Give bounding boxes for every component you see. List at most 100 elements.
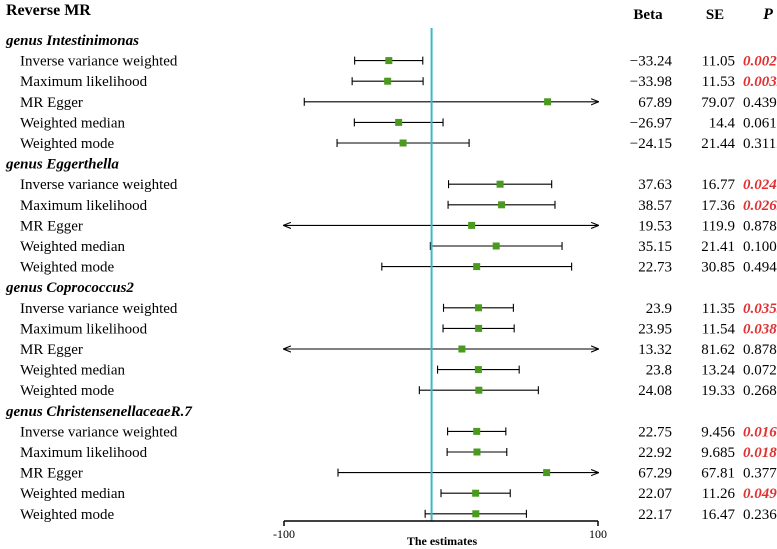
se-value: 13.24 (701, 363, 735, 379)
beta-value: 19.53 (638, 218, 672, 234)
se-value: 9.685 (701, 445, 735, 461)
beta-value: 23.9 (646, 301, 672, 317)
beta-value: 23.95 (638, 321, 672, 337)
method-label: Inverse variance weighted (20, 424, 178, 440)
p-value-significant: 0.0161* (743, 424, 777, 440)
p-value-significant: 0.0380* (743, 321, 777, 337)
p-value-significant: 0.0353* (743, 301, 777, 317)
p-value-significant: 0.0032* (743, 74, 777, 90)
beta-value: 24.08 (638, 383, 672, 399)
group-label: genus Coprococcus2 (5, 280, 134, 296)
point-estimate (474, 366, 482, 374)
x-axis: -100 100 (273, 520, 607, 541)
beta-value: 67.29 (638, 466, 672, 482)
p-value: 0.0722 (743, 363, 777, 379)
method-label: Weighted mode (20, 136, 115, 152)
column-header-se: SE (706, 7, 724, 23)
beta-value: 22.73 (638, 260, 672, 276)
method-label: Maximum likelihood (20, 321, 148, 337)
point-estimate (385, 57, 393, 65)
point-estimate (473, 263, 481, 271)
column-header-beta: Beta (633, 7, 663, 23)
method-label: Weighted mode (20, 383, 115, 399)
p-value-significant: 0.0248* (743, 177, 777, 193)
method-label: Maximum likelihood (20, 445, 148, 461)
se-value: 119.9 (702, 218, 735, 234)
se-value: 19.33 (701, 383, 735, 399)
beta-value: 22.07 (638, 486, 672, 502)
beta-value: −33.98 (630, 74, 672, 90)
p-value: 0.3772 (743, 466, 777, 482)
method-label: Weighted median (20, 486, 126, 502)
se-value: 79.07 (701, 95, 735, 111)
forest-rows: genus Intestinimonas Inverse variance wei… (5, 28, 777, 523)
x-axis-label: The estimates (407, 534, 478, 548)
se-value: 11.26 (702, 486, 736, 502)
point-estimate (472, 489, 480, 497)
beta-value: −26.97 (630, 115, 673, 131)
beta-value: −24.15 (630, 136, 672, 152)
beta-value: 13.32 (638, 342, 672, 358)
p-value: 0.2360 (743, 507, 777, 523)
point-estimate (475, 324, 483, 332)
se-value: 21.44 (701, 136, 735, 152)
method-label: MR Egger (20, 95, 83, 111)
se-value: 67.81 (701, 466, 735, 482)
p-value: 0.3112 (743, 136, 777, 152)
method-label: Weighted median (20, 115, 126, 131)
p-value: 0.4943 (743, 260, 777, 276)
x-tick-label: 100 (589, 527, 607, 541)
point-estimate (496, 180, 504, 188)
p-value-significant: 0.0026* (743, 54, 777, 70)
beta-value: 38.57 (638, 198, 672, 214)
p-value: 0.2681 (743, 383, 777, 399)
method-label: Weighted median (20, 363, 126, 379)
p-value: 0.0611 (743, 115, 777, 131)
method-label: Maximum likelihood (20, 198, 148, 214)
point-estimate (395, 118, 403, 126)
se-value: 9.456 (701, 424, 735, 440)
beta-value: 35.15 (638, 239, 672, 255)
column-header-p: P (762, 6, 773, 23)
point-estimate (468, 221, 476, 229)
se-value: 30.85 (701, 260, 735, 276)
method-label: Inverse variance weighted (20, 177, 178, 193)
group-label: genus Eggerthella (5, 157, 119, 173)
se-value: 17.36 (701, 198, 735, 214)
beta-value: 37.63 (638, 177, 672, 193)
method-label: MR Egger (20, 342, 83, 358)
p-value-significant: 0.0499* (743, 486, 777, 502)
p-value-significant: 0.0180* (743, 445, 777, 461)
se-value: 16.77 (701, 177, 735, 193)
beta-value: 23.8 (646, 363, 672, 379)
se-value: 11.53 (702, 74, 735, 90)
p-value: 0.4390 (743, 95, 777, 111)
se-value: 81.62 (701, 342, 735, 358)
beta-value: 67.89 (638, 95, 672, 111)
se-value: 21.41 (701, 239, 735, 255)
point-estimate (543, 469, 551, 477)
x-tick-label: -100 (273, 527, 295, 541)
method-label: Weighted median (20, 239, 126, 255)
point-estimate (475, 304, 483, 312)
beta-value: −33.24 (630, 54, 673, 70)
se-value: 11.54 (702, 321, 736, 337)
point-estimate (475, 386, 483, 394)
se-value: 14.4 (709, 115, 736, 131)
se-value: 11.35 (702, 301, 735, 317)
point-estimate (492, 242, 500, 250)
point-estimate (544, 98, 552, 106)
beta-value: 22.75 (638, 424, 672, 440)
method-label: Weighted mode (20, 507, 115, 523)
se-value: 11.05 (702, 54, 735, 70)
p-value-significant: 0.0263* (743, 198, 777, 214)
point-estimate (458, 345, 466, 353)
point-estimate (473, 427, 481, 435)
method-label: Inverse variance weighted (20, 54, 178, 70)
group-label: genus Intestinimonas (5, 33, 139, 49)
point-estimate (473, 448, 481, 456)
method-label: Weighted mode (20, 260, 115, 276)
point-estimate (472, 510, 480, 518)
beta-value: 22.17 (638, 507, 672, 523)
